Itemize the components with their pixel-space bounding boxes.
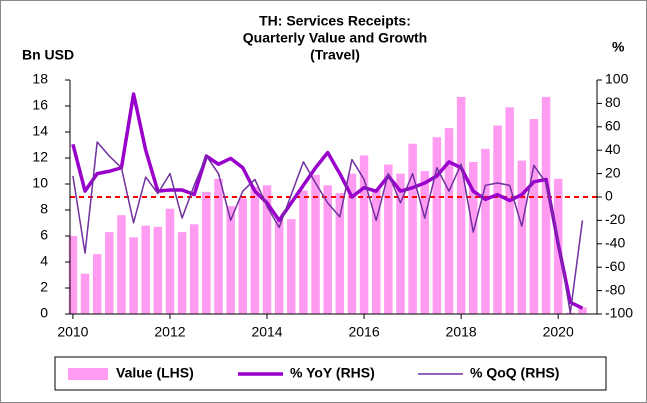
y2-tick-label: -20 — [605, 211, 625, 227]
bar — [226, 206, 235, 314]
y2-tick-label: 60 — [605, 118, 621, 134]
bar — [189, 224, 199, 314]
x-tick-label: 2018 — [446, 324, 477, 340]
bar — [396, 173, 405, 314]
legend-label: Value (LHS) — [116, 365, 194, 381]
bar — [141, 225, 150, 314]
chart-title: TH: Services Receipts: — [259, 13, 411, 29]
y2-tick-label: 0 — [605, 188, 613, 204]
bar — [323, 185, 332, 314]
y2-tick-label: 80 — [605, 94, 621, 110]
legend-label: % YoY (RHS) — [290, 365, 375, 381]
y-tick-label: 18 — [32, 71, 48, 87]
bar — [517, 160, 527, 314]
bar — [469, 161, 478, 314]
y-tick-label: 16 — [32, 97, 48, 113]
bar — [359, 155, 369, 314]
y2-tick-label: -40 — [605, 235, 625, 251]
line-series — [72, 141, 584, 314]
bar — [238, 198, 248, 314]
bar — [68, 236, 78, 314]
y-tick-label: 4 — [40, 253, 48, 269]
bar — [335, 193, 345, 314]
y2-tick-label: -100 — [605, 305, 633, 321]
x-tick-label: 2010 — [57, 324, 88, 340]
legend-box — [54, 356, 607, 391]
bar — [493, 125, 502, 314]
bar — [432, 137, 442, 314]
bar — [578, 307, 587, 314]
y2-tick-label: 100 — [605, 71, 629, 87]
bar — [274, 220, 284, 314]
bar — [420, 171, 429, 314]
y-tick-label: 2 — [40, 279, 48, 295]
line-series — [71, 92, 584, 310]
bar — [347, 173, 357, 314]
bar — [481, 148, 490, 314]
bar — [105, 232, 114, 314]
legend-label: % QoQ (RHS) — [470, 365, 559, 381]
y2-tick-label: -80 — [605, 281, 625, 297]
bar — [92, 254, 102, 314]
bar — [311, 174, 320, 314]
bar — [202, 191, 211, 314]
bar — [384, 164, 393, 314]
y-tick-label: 8 — [40, 201, 48, 217]
y-tick-label: 12 — [32, 149, 48, 165]
chart-title: Quarterly Value and Growth — [243, 30, 427, 46]
y-tick-label: 10 — [32, 175, 48, 191]
x-tick-label: 2014 — [251, 324, 282, 340]
y2-tick-label: 40 — [605, 141, 621, 157]
bar — [287, 219, 296, 314]
chart-title: (Travel) — [310, 47, 360, 63]
legend-swatch — [68, 368, 108, 380]
x-tick-label: 2016 — [348, 324, 379, 340]
bar — [408, 143, 417, 314]
y-axis-label: Bn USD — [22, 47, 74, 63]
bar — [541, 96, 551, 315]
y-tick-label: 14 — [32, 123, 48, 139]
y2-tick-label: -60 — [605, 258, 625, 274]
bar — [456, 96, 466, 315]
bar — [177, 232, 187, 314]
x-tick-label: 2012 — [154, 324, 185, 340]
bar — [117, 215, 126, 314]
bar — [250, 186, 260, 314]
y2-axis-label: % — [612, 39, 625, 55]
bar — [262, 185, 272, 314]
y-tick-label: 6 — [40, 227, 48, 243]
bar — [214, 178, 223, 314]
bar — [444, 128, 454, 314]
bar — [80, 273, 90, 314]
bar — [165, 208, 175, 314]
bar — [371, 189, 381, 314]
bar — [153, 226, 163, 314]
bar — [299, 190, 308, 314]
bar — [529, 119, 539, 314]
bar — [129, 237, 138, 314]
y2-tick-label: 20 — [605, 164, 621, 180]
y-tick-label: 0 — [40, 305, 48, 321]
x-tick-label: 2020 — [543, 324, 574, 340]
bar — [505, 107, 514, 314]
